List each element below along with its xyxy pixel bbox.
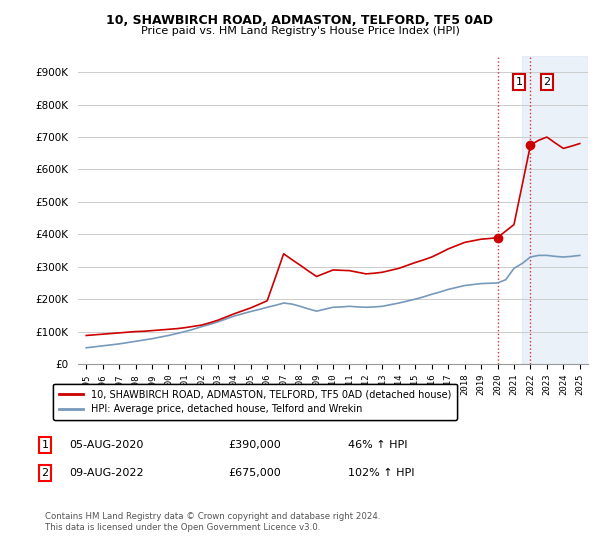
Bar [522,56,588,364]
Text: Contains HM Land Registry data © Crown copyright and database right 2024.
This d: Contains HM Land Registry data © Crown c… [45,512,380,532]
Text: £390,000: £390,000 [228,440,281,450]
Text: Price paid vs. HM Land Registry's House Price Index (HPI): Price paid vs. HM Land Registry's House … [140,26,460,36]
Legend: 10, SHAWBIRCH ROAD, ADMASTON, TELFORD, TF5 0AD (detached house), HPI: Average pr: 10, SHAWBIRCH ROAD, ADMASTON, TELFORD, T… [53,384,457,420]
Text: 2: 2 [41,468,49,478]
Text: 10, SHAWBIRCH ROAD, ADMASTON, TELFORD, TF5 0AD: 10, SHAWBIRCH ROAD, ADMASTON, TELFORD, T… [107,14,493,27]
Text: 05-AUG-2020: 05-AUG-2020 [69,440,143,450]
Text: 46% ↑ HPI: 46% ↑ HPI [348,440,407,450]
Text: 09-AUG-2022: 09-AUG-2022 [69,468,143,478]
Text: 1: 1 [515,77,523,87]
Text: 2: 2 [544,77,550,87]
Text: 102% ↑ HPI: 102% ↑ HPI [348,468,415,478]
Text: £675,000: £675,000 [228,468,281,478]
Text: 1: 1 [41,440,49,450]
